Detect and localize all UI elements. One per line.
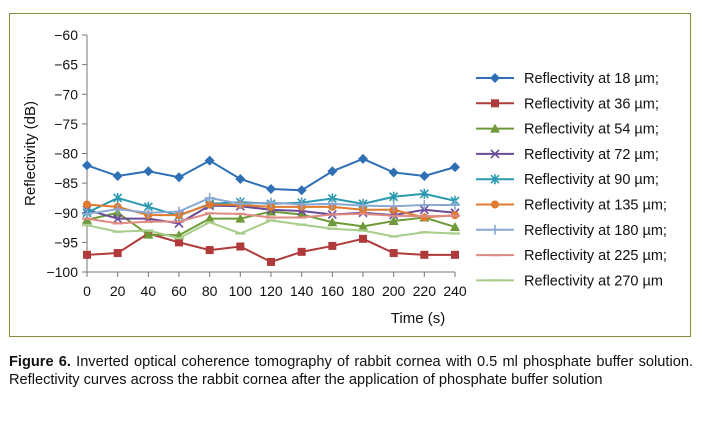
- figure-caption: Figure 6. Inverted optical coherence tom…: [9, 353, 693, 389]
- data-point: [205, 246, 214, 255]
- data-point: [82, 160, 92, 171]
- x-tick-label: 200: [382, 283, 406, 299]
- y-tick-label: −75: [54, 116, 78, 132]
- data-point: [388, 167, 399, 178]
- data-point: [235, 173, 246, 184]
- caption-label: Figure 6.: [9, 354, 71, 370]
- legend-marker: [490, 73, 500, 83]
- data-point: [420, 213, 429, 222]
- data-point: [388, 201, 399, 212]
- caption-text: Inverted optical coherence tomography of…: [9, 354, 693, 388]
- data-point: [419, 188, 429, 199]
- data-point: [83, 200, 91, 209]
- data-point: [112, 204, 123, 215]
- data-point: [143, 166, 154, 177]
- x-tick-label: 140: [290, 283, 314, 299]
- legend-entry-label: Reflectivity at 225 µm;: [524, 248, 667, 264]
- x-axis-title: Time (s): [391, 310, 445, 327]
- data-point: [174, 206, 184, 217]
- data-point: [296, 185, 307, 196]
- data-point: [205, 200, 214, 209]
- y-tick-label: −80: [54, 146, 78, 162]
- x-tick-label: 40: [141, 283, 157, 299]
- data-point: [450, 221, 460, 231]
- legend-entry-label: Reflectivity at 36 µm;: [524, 96, 659, 112]
- x-tick-label: 0: [83, 283, 91, 299]
- data-point: [358, 221, 368, 231]
- data-point: [174, 172, 184, 183]
- legend-marker: [490, 174, 500, 185]
- chart-frame: −60 −65 −70 −75 −80 −85 −90 −95 −100 0 20 40 60 80 100…: [9, 13, 691, 337]
- legend-marker: [490, 224, 500, 235]
- y-tick-label: −65: [54, 57, 78, 73]
- x-tick-label: 60: [171, 283, 187, 299]
- y-tick-label: −100: [46, 264, 78, 280]
- legend-marker: [491, 99, 499, 108]
- data-point: [82, 208, 92, 219]
- legend-entry-label: Reflectivity at 90 µm;: [524, 172, 659, 188]
- y-axis-title: Reflectivity (dB): [22, 101, 39, 206]
- x-tick-label: 220: [413, 283, 437, 299]
- legend-marker: [490, 149, 500, 159]
- data-point: [204, 213, 215, 223]
- data-point: [83, 250, 91, 259]
- data-point: [267, 257, 275, 266]
- y-tick-label: −90: [54, 205, 78, 221]
- data-point: [175, 238, 183, 247]
- series-line-2: [86, 232, 455, 264]
- legend-entry-label: Reflectivity at 270 µm: [524, 273, 663, 289]
- data-point: [204, 155, 215, 166]
- y-tick-label: −95: [54, 234, 78, 250]
- y-tick-label: −85: [54, 175, 78, 191]
- data-point: [266, 184, 276, 195]
- data-point: [143, 229, 154, 239]
- data-point: [327, 198, 338, 209]
- line-chart: −60 −65 −70 −75 −80 −85 −90 −95 −100 0 20 40 60 80 100…: [22, 27, 667, 327]
- legend-entry-label: Reflectivity at 72 µm;: [524, 147, 659, 163]
- data-point: [204, 192, 215, 203]
- data-point: [143, 207, 154, 218]
- legend-entry-label: Reflectivity at 135 µm;: [524, 198, 667, 214]
- x-tick-label: 80: [202, 283, 218, 299]
- data-point: [450, 162, 460, 173]
- data-point: [235, 213, 246, 223]
- x-tick-label: 120: [259, 283, 283, 299]
- x-tick-label: 240: [443, 283, 467, 299]
- legend-marker: [491, 200, 499, 209]
- data-point: [388, 216, 399, 226]
- data-point: [358, 153, 368, 164]
- data-point: [420, 250, 429, 259]
- data-point: [419, 200, 430, 211]
- data-point: [450, 200, 460, 211]
- data-point: [389, 191, 399, 202]
- data-point: [451, 250, 459, 259]
- data-point: [327, 217, 338, 227]
- data-point: [296, 199, 307, 210]
- data-point: [297, 247, 306, 256]
- data-point: [113, 192, 123, 203]
- data-point: [328, 241, 337, 250]
- x-tick-label: 180: [351, 283, 375, 299]
- legend-entry-label: Reflectivity at 18 µm;: [524, 71, 659, 87]
- legend-entry-label: Reflectivity at 54 µm;: [524, 122, 659, 138]
- data-point: [236, 242, 245, 251]
- x-tick-label: 20: [110, 283, 126, 299]
- data-point: [113, 214, 123, 224]
- data-point: [389, 249, 398, 258]
- x-tick-label: 160: [321, 283, 345, 299]
- legend-entry-label: Reflectivity at 180 µm;: [524, 223, 667, 239]
- y-tick-label: −60: [54, 27, 78, 43]
- data-point: [113, 249, 122, 258]
- data-point: [235, 198, 246, 209]
- data-point: [359, 234, 367, 243]
- data-point: [266, 197, 276, 208]
- legend-marker: [490, 123, 500, 133]
- data-point: [327, 166, 338, 177]
- data-point: [419, 171, 430, 182]
- x-tick-label: 100: [229, 283, 253, 299]
- y-tick-label: −70: [54, 86, 78, 102]
- data-point: [358, 200, 368, 211]
- data-point: [112, 171, 123, 182]
